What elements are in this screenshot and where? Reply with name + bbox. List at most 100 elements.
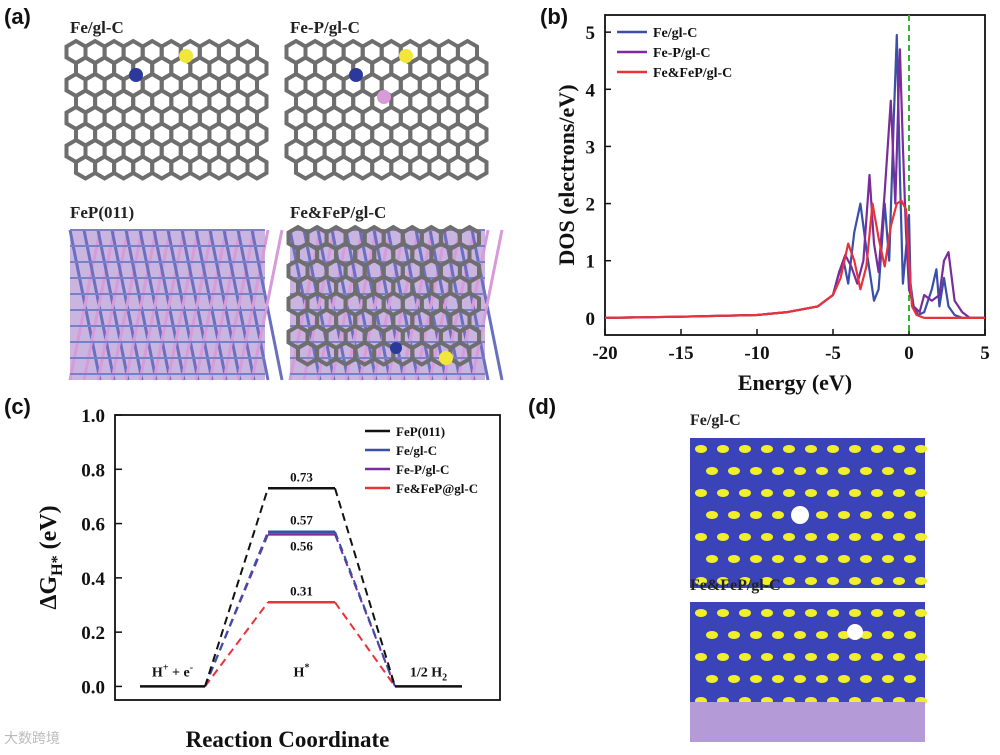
y-tick-label: 0.8: [81, 460, 105, 481]
density-lobe: [915, 445, 927, 453]
p-bond: [250, 229, 284, 381]
p-bond: [428, 229, 462, 381]
x-axis-title: Energy (eV): [738, 370, 852, 395]
density-lobe: [695, 609, 707, 617]
panel-letter-d: (d): [528, 394, 557, 419]
graphene-sheet-fep-glc: [284, 38, 489, 181]
p-bond: [110, 229, 144, 381]
substrate-slab: [690, 702, 925, 742]
y-tick-label: 3: [586, 137, 596, 158]
density-lobe: [761, 533, 773, 541]
density-lobe: [827, 445, 839, 453]
y-axis-title: DOS (electrons/eV): [554, 84, 579, 265]
carbon-ring: [313, 154, 337, 181]
carbon-ring: [370, 154, 394, 181]
density-lobe: [805, 445, 817, 453]
carbon-ring: [74, 154, 98, 181]
density-lobe: [838, 467, 850, 475]
density-lobe: [860, 467, 872, 475]
transition-connector-down: [334, 601, 396, 688]
density-lobe: [783, 533, 795, 541]
carbon-ring: [207, 154, 231, 181]
y-tick-label: 0.0: [81, 677, 105, 698]
dos-series-line-3: [604, 199, 985, 319]
dos-series-line-2: [604, 48, 985, 319]
fep-crystal: [68, 229, 284, 381]
panel-letter-b: (b): [540, 4, 569, 29]
density-lobe: [783, 489, 795, 497]
carbon-ring: [226, 154, 250, 181]
density-lobe: [728, 631, 740, 639]
legend-label: Fe&FeP/gl-C: [653, 66, 732, 81]
transition-connector-down: [334, 487, 396, 687]
density-lobe: [706, 467, 718, 475]
density-lobe: [761, 445, 773, 453]
carbon-ring: [446, 154, 470, 181]
fe-atom: [349, 68, 363, 82]
carbon-ring: [408, 154, 432, 181]
density-lobe: [882, 511, 894, 519]
density-lobe: [871, 609, 883, 617]
y-axis-title-sub: H*: [49, 555, 66, 575]
density-lobe: [717, 533, 729, 541]
p-bond: [236, 229, 270, 381]
density-lobe: [717, 489, 729, 497]
carbon-ring: [93, 154, 117, 181]
panel-letter-c: (c): [4, 394, 31, 419]
p-bond: [166, 229, 200, 381]
transition-connector-up: [204, 531, 269, 687]
density-lobe: [882, 555, 894, 563]
state-label-part: +: [163, 662, 169, 673]
density-lobe: [871, 653, 883, 661]
transition-connector-up: [204, 487, 269, 687]
legend-label: Fe/gl-C: [653, 26, 697, 41]
density-lobe: [717, 577, 729, 585]
p-bond: [470, 229, 504, 381]
density-map-fe-fep-glc: [690, 602, 927, 742]
carbon-ring: [112, 154, 136, 181]
density-lobe: [695, 489, 707, 497]
density-lobe: [860, 631, 872, 639]
data-label: 0.73: [290, 469, 313, 484]
density-lobe: [915, 653, 927, 661]
density-label-fe-glc: Fe/gl-C: [690, 412, 741, 429]
density-lobe: [750, 511, 762, 519]
density-lobe: [827, 489, 839, 497]
state-label-part: *: [304, 662, 309, 673]
density-lobe: [772, 631, 784, 639]
structure-models: [64, 38, 504, 381]
carbon-ring: [150, 154, 174, 181]
density-lobe: [893, 445, 905, 453]
y-tick-label: 0.4: [81, 569, 105, 590]
y-tick-label: 0.2: [81, 623, 105, 644]
density-lobe: [805, 489, 817, 497]
state-label-intermediate: H*: [294, 662, 310, 680]
density-lobe: [739, 653, 751, 661]
density-lobe: [739, 445, 751, 453]
density-lobe: [827, 533, 839, 541]
carbon-ring: [188, 154, 212, 181]
state-label-part: -: [190, 662, 193, 673]
s-atom: [179, 49, 193, 63]
density-lobe: [849, 445, 861, 453]
density-lobe: [739, 489, 751, 497]
density-lobe: [816, 467, 828, 475]
legend-label: Fe-P/gl-C: [396, 462, 449, 477]
y-axis-title: ΔGH* (eV): [36, 505, 66, 609]
density-lobe: [706, 511, 718, 519]
density-lobe: [750, 555, 762, 563]
y-tick-label: 1.0: [81, 406, 105, 427]
density-lobe: [860, 511, 872, 519]
structure-label-fe-fep-glc: Fe&FeP/gl-C: [290, 203, 387, 222]
density-lobe: [893, 577, 905, 585]
density-lobe: [695, 577, 707, 585]
carbon-ring: [332, 154, 356, 181]
density-lobe: [706, 631, 718, 639]
structure-label-fep-glc: Fe-P/gl-C: [290, 18, 360, 37]
density-lobe: [893, 609, 905, 617]
transition-connector-up: [204, 601, 269, 688]
data-label: 0.56: [290, 538, 313, 553]
density-lobe: [728, 555, 740, 563]
density-lobe: [728, 467, 740, 475]
watermark-text: 大数跨境: [4, 731, 60, 747]
